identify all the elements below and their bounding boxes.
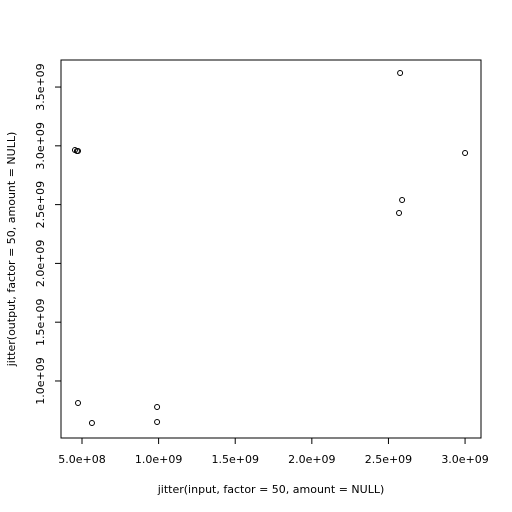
point (75, 399, 82, 406)
point (88, 419, 95, 426)
x-axis-title: jitter(input, factor = 50, amount = NULL… (157, 483, 385, 496)
point (154, 403, 161, 410)
x-tick-label: 1.0e+09 (135, 453, 182, 466)
point (399, 197, 406, 204)
x-tick-label: 2.0e+09 (288, 453, 335, 466)
y-tick-label: 3.5e+09 (34, 63, 47, 110)
y-tick-label: 2.5e+09 (34, 181, 47, 228)
x-tick-label: 5.0e+08 (58, 453, 105, 466)
plot-box (60, 59, 482, 439)
y-tick-label: 1.0e+09 (34, 357, 47, 404)
y-tick-label: 2.0e+09 (34, 240, 47, 287)
point (154, 419, 161, 426)
x-tick-label: 3.0e+09 (441, 453, 488, 466)
point (397, 70, 404, 77)
y-tick-label: 1.5e+09 (34, 298, 47, 345)
y-axis-title: jitter(output, factor = 50, amount = NUL… (5, 132, 18, 368)
point (75, 148, 82, 155)
y-tick-label: 3.0e+09 (34, 122, 47, 169)
x-tick-label: 1.5e+09 (211, 453, 258, 466)
point (462, 150, 469, 157)
point (396, 209, 403, 216)
x-tick-label: 2.5e+09 (365, 453, 412, 466)
